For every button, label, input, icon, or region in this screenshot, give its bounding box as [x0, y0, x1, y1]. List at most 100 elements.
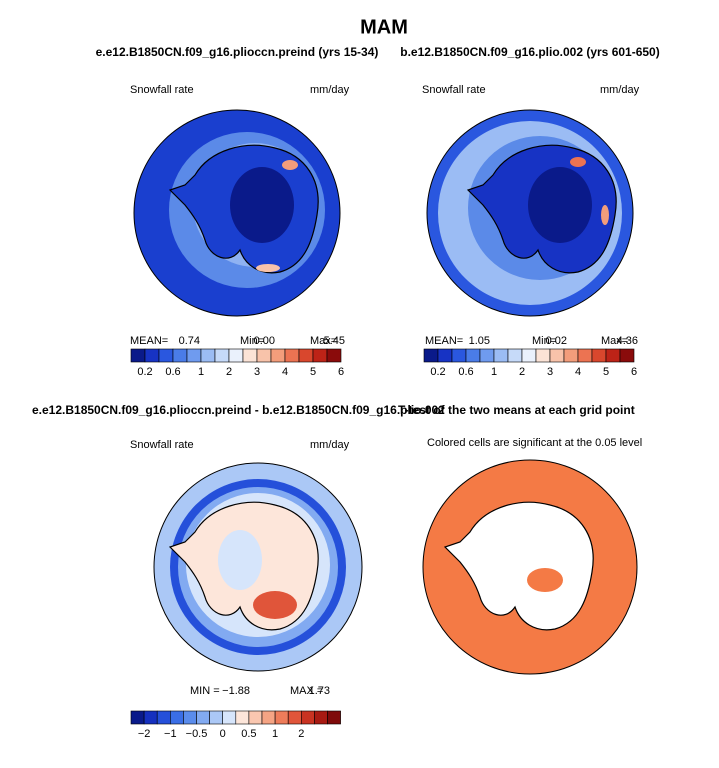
colorbar-label: 1 — [491, 366, 497, 378]
stat-value: 0.74 — [179, 335, 200, 347]
stat-value: 1.05 — [469, 335, 490, 347]
units-label: mm/day — [310, 84, 350, 96]
colorbar-label: 0.6 — [458, 366, 473, 378]
panel-title: e.e12.B1850CN.f09_g16.plioccn.preind (yr… — [96, 45, 379, 59]
colorbar-label: 0.2 — [137, 366, 152, 378]
left-label: Snowfall rate — [130, 84, 194, 96]
colorbar-box — [423, 348, 439, 363]
colorbar-box — [507, 348, 523, 363]
colorbar-box — [284, 348, 300, 363]
colorbar-box — [261, 710, 276, 725]
panel-title: b.e12.B1850CN.f09_g16.plio.002 (yrs 601-… — [400, 45, 659, 59]
colorbar-box — [222, 710, 237, 725]
colorbar-box — [228, 348, 244, 363]
stat-label: MIN = — [190, 685, 220, 697]
colorbar-label: 2 — [226, 366, 232, 378]
colorbar-box — [451, 348, 467, 363]
colorbar-label: 1 — [272, 728, 278, 740]
colorbar-label: 0.6 — [165, 366, 180, 378]
map — [134, 110, 340, 316]
colorbar-box — [298, 348, 314, 363]
colorbar-box — [158, 348, 174, 363]
colorbar-box — [535, 348, 551, 363]
colorbar-box — [563, 348, 579, 363]
colorbar-box — [549, 348, 565, 363]
colorbar-label: 1 — [198, 366, 204, 378]
stat-value: 5.45 — [324, 335, 345, 347]
colorbar-box — [287, 710, 302, 725]
colorbar-box — [312, 348, 328, 363]
colorbar-label: −1 — [164, 728, 177, 740]
units-label: mm/day — [310, 439, 350, 451]
colorbar-box — [130, 348, 146, 363]
colorbar-box — [591, 348, 607, 363]
colorbar-box — [130, 710, 145, 725]
colorbar-label: 4 — [575, 366, 581, 378]
colorbar-label: 0 — [220, 728, 226, 740]
map — [154, 463, 362, 671]
colorbar-label: 0.2 — [430, 366, 445, 378]
map — [422, 459, 638, 675]
left-label: Snowfall rate — [422, 84, 486, 96]
units-label: mm/day — [600, 84, 640, 96]
colorbar-box — [493, 348, 509, 363]
stat-label: MEAN= — [130, 335, 168, 347]
stat-label: Min= — [240, 335, 264, 347]
colorbar-label: 6 — [338, 366, 344, 378]
panel-title: T-test of the two means at each grid poi… — [398, 403, 635, 417]
stat-label: Max= — [601, 335, 628, 347]
colorbar-label: 5 — [603, 366, 609, 378]
colorbar-label: −0.5 — [186, 728, 208, 740]
colorbar-box — [327, 710, 341, 725]
stat-label: MEAN= — [425, 335, 463, 347]
colorbar-box — [326, 348, 342, 363]
colorbar-box — [256, 348, 272, 363]
colorbar-box — [465, 348, 481, 363]
colorbar-box — [479, 348, 495, 363]
colorbar-label: −2 — [138, 728, 151, 740]
colorbar-box — [209, 710, 224, 725]
colorbar-box — [605, 348, 621, 363]
colorbar-box — [300, 710, 315, 725]
colorbar-box — [156, 710, 171, 725]
colorbar-box — [437, 348, 453, 363]
colorbar-box — [619, 348, 635, 363]
colorbar-box — [521, 348, 537, 363]
colorbar-box — [314, 710, 328, 725]
panel-title: e.e12.B1850CN.f09_g16.plioccn.preind - b… — [32, 403, 445, 417]
stat-value: 4.36 — [617, 335, 638, 347]
stat-value: 0.00 — [254, 335, 275, 347]
colorbar-label: 3 — [547, 366, 553, 378]
stat-value: 1.73 — [309, 685, 330, 697]
stat-value: 0.02 — [546, 335, 567, 347]
map-border — [153, 462, 363, 672]
colorbar-box — [196, 710, 210, 725]
map — [427, 110, 633, 316]
colorbar-box — [248, 710, 263, 725]
colorbar-box — [235, 710, 250, 725]
colorbar-box — [214, 348, 230, 363]
colorbar-box — [172, 348, 188, 363]
figure-title: MAM — [360, 16, 408, 38]
colorbar-label: 0.5 — [241, 728, 256, 740]
colorbar-label: 4 — [282, 366, 288, 378]
colorbar-box — [270, 348, 286, 363]
stat-value: −1.88 — [222, 685, 250, 697]
colorbar-box — [143, 710, 158, 725]
colorbar-label: 5 — [310, 366, 316, 378]
colorbar-box — [186, 348, 202, 363]
map-border — [133, 109, 341, 317]
colorbar-label: 2 — [298, 728, 304, 740]
colorbar-box — [242, 348, 258, 363]
colorbar-label: 2 — [519, 366, 525, 378]
colorbar-box — [577, 348, 593, 363]
map-border — [426, 109, 634, 317]
colorbar-box — [274, 710, 289, 725]
colorbar-box — [183, 710, 197, 725]
colorbar-label: 6 — [631, 366, 637, 378]
stat-label: MAX = — [290, 685, 323, 697]
stat-label: Min= — [532, 335, 556, 347]
left-label: Snowfall rate — [130, 439, 194, 451]
colorbar-box — [170, 710, 184, 725]
